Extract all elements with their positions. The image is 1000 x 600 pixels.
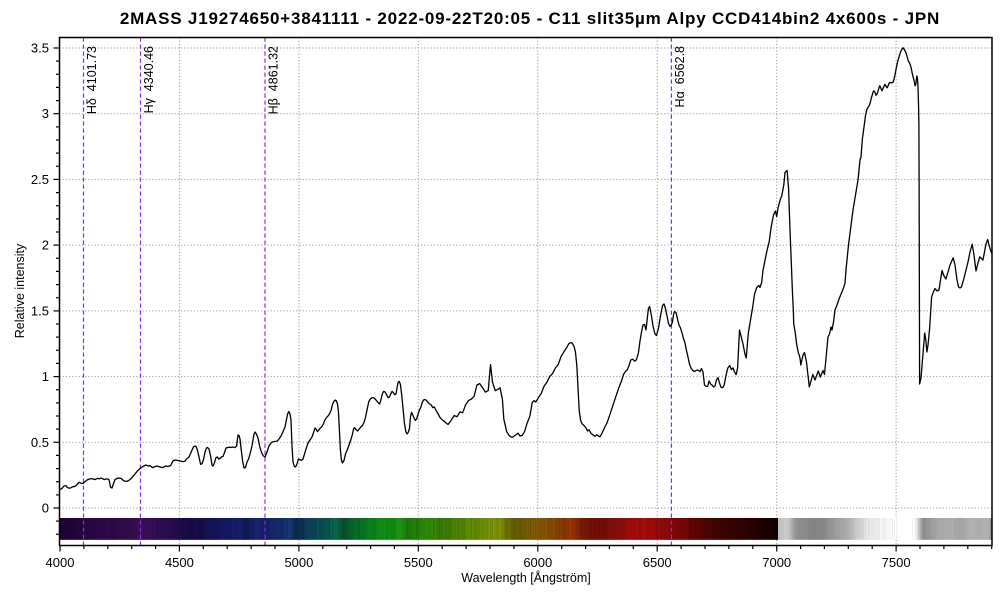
svg-text:2: 2 [42, 238, 49, 253]
svg-text:7000: 7000 [762, 555, 791, 570]
svg-text:5000: 5000 [284, 555, 313, 570]
svg-text:3.5: 3.5 [31, 41, 49, 56]
svg-text:Hβ 4861.32: Hβ 4861.32 [267, 46, 281, 114]
svg-text:0: 0 [42, 501, 49, 516]
svg-text:5500: 5500 [404, 555, 433, 570]
svg-text:1.5: 1.5 [31, 303, 49, 318]
svg-text:Hα 6562.8: Hα 6562.8 [673, 46, 687, 107]
svg-text:6500: 6500 [643, 555, 672, 570]
svg-text:Wavelength [Ångström]: Wavelength [Ångström] [461, 570, 590, 585]
svg-text:4000: 4000 [46, 555, 75, 570]
svg-text:2MASS J19274650+3841111 - 2022: 2MASS J19274650+3841111 - 2022-09-22T20:… [120, 9, 940, 28]
svg-text:4500: 4500 [165, 555, 194, 570]
svg-text:1: 1 [42, 369, 49, 384]
svg-text:Hδ 4101.73: Hδ 4101.73 [85, 46, 99, 114]
svg-text:6000: 6000 [523, 555, 552, 570]
svg-text:Relative intensity: Relative intensity [13, 243, 27, 338]
svg-text:2.5: 2.5 [31, 172, 49, 187]
svg-text:3: 3 [42, 106, 49, 121]
svg-text:0.5: 0.5 [31, 435, 49, 450]
svg-text:7500: 7500 [882, 555, 911, 570]
svg-text:Hγ 4340.46: Hγ 4340.46 [142, 46, 156, 113]
